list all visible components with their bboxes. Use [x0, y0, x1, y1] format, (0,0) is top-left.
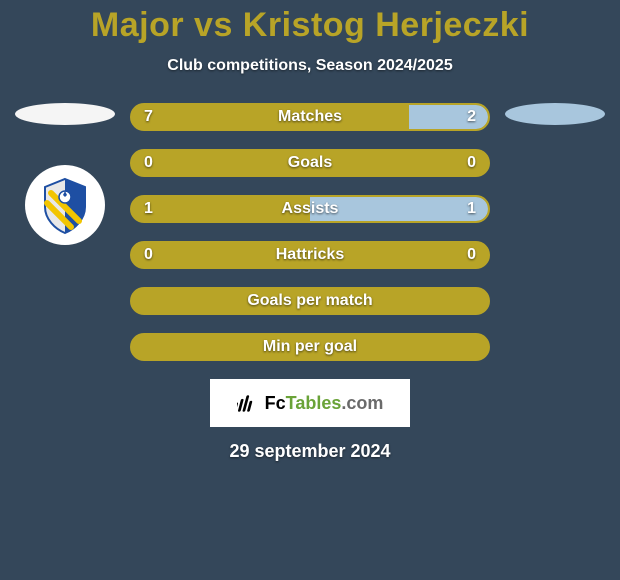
brand-box: FcTables.com: [210, 379, 410, 427]
player2-column: [500, 103, 620, 163]
player2-oval-2: [505, 141, 605, 163]
stat-label: Goals per match: [132, 292, 488, 310]
brand-dotcom: .com: [341, 393, 383, 414]
card-date: 29 september 2024: [0, 441, 620, 462]
stat-bar: 72Matches: [130, 103, 490, 131]
card-title: Major vs Kristog Herjeczki: [0, 0, 620, 45]
bars-icon: [237, 392, 259, 414]
brand-text: FcTables.com: [265, 393, 384, 414]
stat-bar: Min per goal: [130, 333, 490, 361]
stat-label: Goals: [132, 154, 488, 172]
player1-crest: [25, 165, 105, 245]
player2-oval-1: [505, 103, 605, 125]
player1-column: [0, 103, 120, 245]
stat-bars: 72Matches 00Goals 11Assists 00Hattricks Goal…: [120, 103, 500, 361]
card-subtitle: Club competitions, Season 2024/2025: [0, 57, 620, 75]
crest-icon: [33, 173, 97, 237]
brand-fc: Fc: [265, 393, 286, 414]
stat-bar: 00Hattricks: [130, 241, 490, 269]
stat-bar: 11Assists: [130, 195, 490, 223]
comparison-card: Major vs Kristog Herjeczki Club competit…: [0, 0, 620, 580]
card-body: 72Matches 00Goals 11Assists 00Hattricks Goal…: [0, 103, 620, 361]
stat-label: Assists: [132, 200, 488, 218]
stat-label: Hattricks: [132, 246, 488, 264]
brand-tables: Tables: [286, 393, 342, 414]
player1-oval: [15, 103, 115, 125]
stat-label: Matches: [132, 108, 488, 126]
stat-bar: 00Goals: [130, 149, 490, 177]
stat-bar: Goals per match: [130, 287, 490, 315]
stat-label: Min per goal: [132, 338, 488, 356]
